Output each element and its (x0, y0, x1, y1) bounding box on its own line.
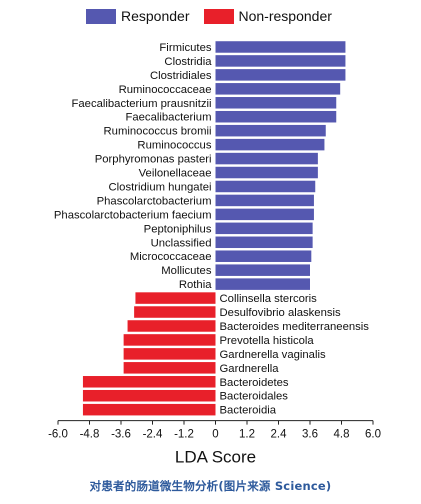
bar-responder-13 (215, 222, 313, 235)
bar-label-responder-3: Ruminococcaceae (119, 84, 212, 96)
x-tick-label-4: -1.2 (174, 429, 194, 441)
bar-label-non-responder-8: Bacteroidia (220, 405, 277, 417)
bar-responder-15 (215, 250, 312, 262)
bar-label-responder-7: Ruminococcus (137, 140, 211, 152)
bar-label-responder-10: Clostridium hungatei (109, 181, 212, 193)
x-tick-label-9: 4.8 (334, 429, 350, 441)
figure-caption: 对患者的肠道微生物分析(图片来源 Science) (89, 479, 332, 493)
x-tick-label-6: 1.2 (239, 429, 255, 441)
bar-label-non-responder-4: Gardnerella vaginalis (220, 349, 326, 361)
bar-responder-16 (215, 264, 310, 276)
legend-swatch-responder (86, 8, 116, 24)
bar-label-responder-11: Phascolarctobacterium (97, 195, 212, 207)
bar-label-non-responder-3: Prevotella histicola (220, 335, 315, 347)
bar-non-responder-5 (123, 362, 216, 374)
bar-responder-8 (215, 152, 318, 165)
bar-non-responder-7 (82, 389, 216, 402)
bar-label-non-responder-7: Bacteroidales (220, 391, 289, 403)
bar-label-responder-17: Rothia (179, 279, 212, 291)
bar-label-responder-16: Mollicutes (161, 265, 212, 277)
bar-responder-7 (215, 138, 325, 151)
bar-responder-6 (215, 124, 326, 137)
x-tick-label-8: 3.6 (302, 429, 318, 441)
bar-responder-12 (215, 208, 314, 221)
bar-label-responder-1: Clostridia (164, 56, 212, 68)
x-tick-label-1: -4.8 (80, 429, 100, 441)
legend-item-non-responder: Non-responder (203, 8, 332, 24)
bar-responder-0 (215, 41, 346, 53)
bar-responder-1 (215, 55, 346, 67)
bar-responder-11 (215, 194, 314, 207)
bar-responder-17 (215, 278, 310, 290)
bar-label-responder-8: Porphyromonas pasteri (95, 154, 212, 166)
bar-responder-2 (215, 69, 346, 81)
x-axis-title: LDA Score (175, 448, 256, 467)
bar-label-responder-4: Faecalibacterium prausnitzii (71, 98, 211, 110)
bar-label-responder-6: Ruminococcus bromii (104, 126, 212, 138)
bar-responder-3 (215, 83, 341, 95)
bar-label-responder-14: Unclassified (151, 237, 212, 249)
legend-label-non-responder: Non-responder (238, 8, 332, 24)
bar-non-responder-1 (134, 306, 216, 318)
bar-label-non-responder-1: Desulfovibrio alaskensis (220, 307, 342, 319)
bar-label-responder-0: Firmicutes (159, 42, 211, 54)
bar-label-non-responder-2: Bacteroides mediterraneensis (220, 321, 370, 333)
bar-label-responder-9: Veilonellaceae (139, 168, 212, 180)
bar-label-non-responder-0: Collinsella stercoris (220, 293, 318, 305)
bar-non-responder-3 (123, 334, 216, 346)
legend-swatch-non-responder (203, 8, 234, 24)
lda-chart: Firmicutes Clostridia Clostridiales Ruminoc… (48, 8, 381, 467)
legend: Responder Non-responder (86, 8, 346, 24)
bar-non-responder-8 (82, 403, 216, 416)
x-tick-label-2: -3.6 (111, 429, 131, 441)
bar-responder-10 (215, 180, 316, 193)
bar-responder-4 (215, 97, 337, 109)
legend-item-responder: Responder (86, 8, 190, 24)
bar-non-responder-0 (135, 292, 216, 304)
bar-non-responder-6 (82, 376, 216, 388)
x-tick-label-10: 6.0 (365, 429, 381, 441)
x-tick-label-3: -2.4 (143, 429, 163, 441)
bar-label-non-responder-5: Gardnerella (220, 363, 280, 375)
bar-non-responder-2 (127, 320, 216, 332)
x-tick-label-0: -6.0 (48, 429, 68, 441)
bar-label-responder-12: Phascolarctobacterium faecium (54, 209, 212, 221)
bar-responder-5 (215, 110, 337, 123)
bar-label-responder-2: Clostridiales (150, 70, 212, 82)
bar-label-responder-13: Peptoniphilus (144, 223, 212, 235)
lda-bar-chart-svg: Firmicutes Clostridia Clostridiales Ruminoc… (48, 41, 381, 467)
bar-responder-9 (215, 166, 318, 179)
x-tick-label-7: 2.4 (271, 429, 288, 441)
legend-label-responder: Responder (121, 8, 190, 24)
bar-label-responder-15: Micrococcaceae (130, 251, 212, 263)
bar-label-non-responder-6: Bacteroidetes (220, 377, 289, 389)
bar-label-responder-5: Faecalibacterium (125, 112, 211, 124)
bar-non-responder-4 (123, 348, 216, 360)
x-tick-label-5: 0 (212, 429, 218, 441)
bar-responder-14 (215, 236, 313, 249)
